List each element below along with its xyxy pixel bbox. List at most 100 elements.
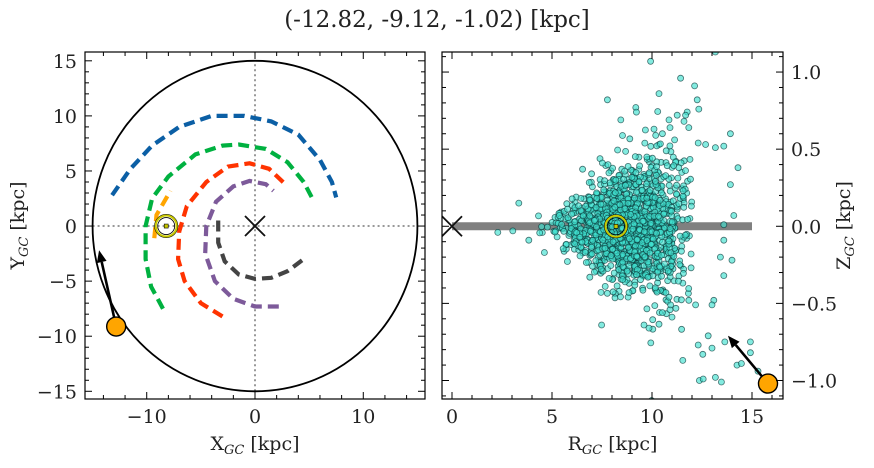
scatter-point bbox=[607, 262, 615, 270]
scatter-point bbox=[712, 52, 719, 56]
scatter-point bbox=[628, 173, 636, 181]
scatter-point bbox=[629, 225, 637, 233]
scatter-point bbox=[643, 153, 651, 161]
scatter-point bbox=[633, 236, 641, 244]
scatter-point bbox=[646, 249, 654, 257]
scatter-point bbox=[712, 373, 719, 381]
x-tick-label: 0 bbox=[249, 406, 261, 428]
scatter-point bbox=[605, 274, 613, 282]
scatter-point bbox=[640, 321, 648, 329]
plot-area bbox=[91, 59, 419, 393]
scatter-point bbox=[586, 212, 594, 220]
scatter-point bbox=[588, 170, 595, 178]
x-axis-label-main: X bbox=[210, 433, 224, 455]
scatter-point bbox=[579, 165, 586, 173]
scatter-point bbox=[626, 135, 634, 143]
scatter-point bbox=[509, 227, 517, 235]
scatter-point bbox=[663, 162, 671, 170]
scatter-point bbox=[633, 252, 641, 260]
scatter-point bbox=[564, 205, 571, 213]
scatter-point bbox=[680, 118, 688, 125]
y-tick-label: 5 bbox=[65, 161, 77, 183]
boundary-circle bbox=[91, 59, 419, 393]
scatter-point bbox=[592, 257, 600, 265]
spiral-arm-2 bbox=[152, 189, 173, 239]
scatter-point bbox=[631, 281, 639, 289]
scatter-point bbox=[645, 324, 653, 332]
scatter-point bbox=[657, 140, 664, 148]
scatter-point bbox=[647, 142, 655, 150]
scatter-point bbox=[538, 223, 545, 231]
scatter-point bbox=[641, 139, 649, 147]
scatter-point bbox=[666, 142, 674, 150]
scatter-point bbox=[555, 212, 563, 219]
scatter-point bbox=[619, 132, 626, 139]
spiral-arm-3 bbox=[175, 161, 287, 319]
spiral-arm-5 bbox=[216, 220, 305, 282]
scatter-point bbox=[667, 301, 674, 309]
scatter-point bbox=[593, 223, 600, 231]
scatter-point bbox=[682, 167, 689, 175]
scatter-point bbox=[666, 124, 674, 131]
y-axis-label-unit: [kpc] bbox=[7, 181, 29, 236]
scatter-point bbox=[643, 180, 650, 188]
galactic-center-marker bbox=[244, 215, 266, 237]
scatter-point bbox=[610, 197, 618, 205]
y-axis-label: ZGC [kpc] bbox=[833, 181, 858, 270]
scatter-point bbox=[665, 237, 673, 245]
y-tick-label: 10 bbox=[53, 106, 77, 128]
scatter-point bbox=[687, 264, 695, 272]
scatter-point bbox=[560, 227, 568, 235]
x-axis-label-unit: [kpc] bbox=[602, 433, 657, 455]
scatter-point bbox=[691, 82, 698, 90]
scatter-point bbox=[625, 289, 633, 297]
scatter-point bbox=[678, 325, 685, 333]
scatter-point bbox=[620, 175, 627, 183]
scatter-point bbox=[641, 253, 649, 261]
scatter-point bbox=[679, 356, 687, 364]
target-star-marker bbox=[105, 316, 127, 337]
scatter-point bbox=[688, 202, 695, 210]
scatter-point bbox=[651, 302, 659, 310]
y-tick-label: 0.0 bbox=[791, 216, 821, 238]
scatter-point bbox=[676, 232, 684, 240]
scatter-point bbox=[676, 261, 684, 269]
scatter-point bbox=[720, 221, 728, 229]
scatter-point bbox=[685, 285, 693, 292]
scatter-point bbox=[727, 181, 734, 189]
scatter-point bbox=[637, 276, 644, 284]
velocity-arrow-shaft bbox=[100, 261, 118, 327]
plot-area bbox=[442, 52, 779, 399]
scatter-point bbox=[586, 196, 593, 204]
scatter-point bbox=[575, 202, 582, 210]
scatter-point bbox=[702, 141, 709, 148]
scatter-point bbox=[694, 341, 702, 349]
scatter-point bbox=[699, 375, 707, 383]
scatter-point bbox=[624, 162, 632, 170]
scatter-point bbox=[658, 272, 665, 280]
scatter-point bbox=[699, 350, 707, 358]
scatter-point bbox=[655, 320, 663, 328]
scatter-point bbox=[644, 273, 652, 281]
scatter-point bbox=[641, 228, 648, 236]
y-axis-label-main: Z bbox=[833, 257, 855, 270]
sun-inner-edge bbox=[607, 217, 625, 236]
x-tick-label: 15 bbox=[740, 406, 764, 428]
scatter-point bbox=[610, 269, 618, 277]
scatter-point bbox=[601, 282, 609, 290]
scatter-point bbox=[631, 153, 639, 161]
scatter-point bbox=[609, 164, 616, 172]
scatter-point bbox=[576, 233, 584, 241]
scatter-point bbox=[667, 249, 675, 257]
scatter-point bbox=[652, 171, 660, 179]
galactic-center-marker bbox=[442, 215, 463, 237]
scatter-point bbox=[613, 249, 621, 257]
scatter-point bbox=[633, 108, 640, 116]
scatter-point bbox=[685, 296, 693, 304]
scatter-point bbox=[577, 194, 585, 202]
scatter-point bbox=[717, 253, 724, 261]
scatter-point bbox=[593, 194, 601, 202]
scatter-point bbox=[616, 201, 624, 209]
